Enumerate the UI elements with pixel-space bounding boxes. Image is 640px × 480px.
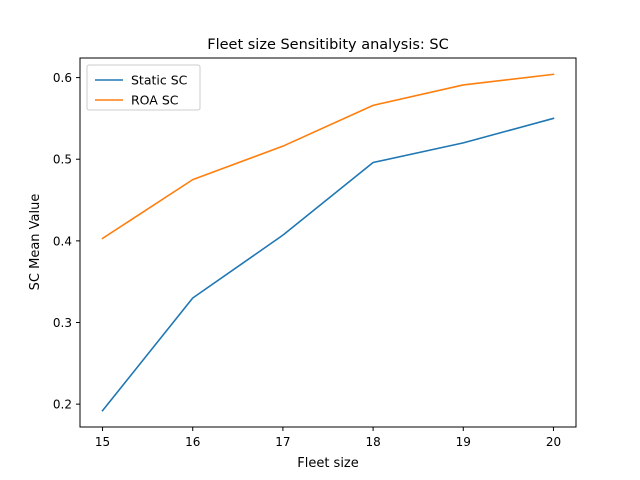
y-tick-label: 0.6 [53, 71, 72, 85]
x-tick-label: 16 [185, 435, 200, 449]
series-line-static-sc [101, 117, 555, 412]
chart-title: Fleet size Sensitibity analysis: SC [207, 37, 448, 53]
x-tick-label: 17 [275, 435, 290, 449]
axes: 15 16 17 18 19 20 0.2 0.3 0.4 0.5 0.6 [53, 71, 561, 449]
y-tick-label: 0.3 [53, 316, 72, 330]
x-tick-label: 19 [456, 435, 471, 449]
y-tick-label: 0.5 [53, 153, 72, 167]
y-axis-label: SC Mean Value [28, 194, 43, 291]
x-axis-label: Fleet size [297, 456, 359, 471]
plot-frame [79, 57, 577, 428]
legend-label-static-sc: Static SC [131, 73, 188, 88]
x-tick-label: 20 [546, 435, 561, 449]
legend: Static SC ROA SC [86, 64, 201, 111]
series-line-roa-sc [101, 73, 555, 240]
series-lines [101, 73, 555, 412]
y-tick-label: 0.2 [53, 398, 72, 412]
legend-box [86, 64, 201, 111]
x-tick-label: 15 [95, 435, 110, 449]
x-tick-label: 18 [365, 435, 380, 449]
y-tick-label: 0.4 [53, 234, 72, 248]
legend-label-roa-sc: ROA SC [131, 93, 179, 108]
